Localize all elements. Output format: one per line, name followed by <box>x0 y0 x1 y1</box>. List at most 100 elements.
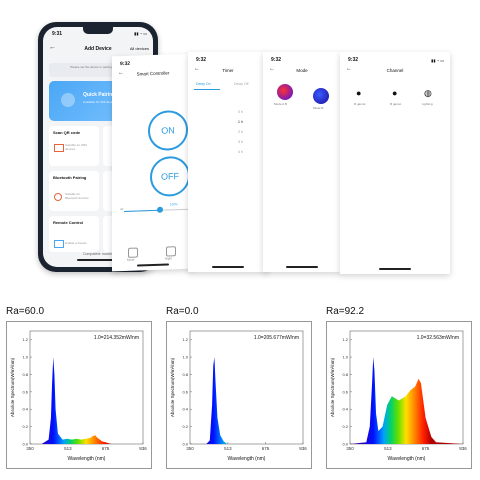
y-tick-label: 0.6 <box>342 389 348 394</box>
mode-screen: 9:32 ← Mode Mode A B Mode B <box>263 52 341 272</box>
night-icon[interactable] <box>166 246 176 257</box>
remote-control-title: Remote Control <box>53 220 83 225</box>
tab-underline <box>194 89 220 90</box>
screen-title: Timer <box>222 68 234 73</box>
brightness-slider-knob[interactable] <box>157 206 164 213</box>
phone-notch <box>83 27 113 34</box>
ra-label-3: Ra=92.2 <box>326 306 365 317</box>
mode-b-swatch[interactable] <box>313 88 329 104</box>
home-indicator <box>77 259 119 261</box>
chart-title: 1.0=205.677mW/nm <box>254 335 299 341</box>
status-time: 9:32 <box>348 57 359 63</box>
off-button[interactable]: OFF <box>150 155 190 198</box>
y-tick-label: 0.0 <box>342 442 348 447</box>
pairing-icon <box>61 93 75 107</box>
r-gamut-bulb-icon[interactable]: ● <box>356 88 362 98</box>
spectrum-chart-3: 0.0 0.2 0.4 0.6 0.8 1.0 1.2 350 513 675 836 1.0=32.… <box>326 321 472 469</box>
spectrum-svg-2: 0.0 0.2 0.4 0.6 0.8 1.0 1.2 350 513 675 836 1.0=205… <box>170 330 307 462</box>
y-tick-label: 1.2 <box>182 337 188 342</box>
bluetooth-card[interactable]: Bluetooth Pairing Suitable for Bluetooth… <box>49 171 99 211</box>
bluetooth-desc: Suitable for Bluetooth devices <box>65 192 89 200</box>
y-axis-label: Absolute Spectrum(W/m²/nm) <box>10 357 15 417</box>
y-tick-label: 0.8 <box>22 372 28 377</box>
y-tick-label: 0.2 <box>342 424 348 429</box>
screen-title: Channel <box>386 68 404 73</box>
y-tick-label: 1.2 <box>342 337 348 342</box>
scan-qr-card[interactable]: Scan QR code Suitable for WiFi devices <box>49 126 99 166</box>
chart-title: 1.0=32.563mW/nm <box>417 335 459 341</box>
back-arrow-icon[interactable]: ← <box>269 66 275 72</box>
back-arrow-icon[interactable]: ← <box>194 66 200 72</box>
smart-controller-screen: 9:32 ← Smart Controller ON OFF − 100% Mo… <box>112 53 194 272</box>
x-tick-label: 350 <box>186 446 194 451</box>
brightness-value: 100% <box>170 202 178 207</box>
r-gamut-label: R gamut <box>354 102 366 106</box>
y-tick-label: 1.0 <box>22 355 28 360</box>
x-tick-label: 513 <box>384 446 392 451</box>
mode-label: Mode <box>127 257 135 262</box>
on-button[interactable]: ON <box>148 109 188 152</box>
remote-icon <box>54 240 64 248</box>
picker-option-selected[interactable]: 1 h <box>238 120 243 124</box>
ra-label-1: Ra=60.0 <box>6 306 45 317</box>
status-time: 9:32 <box>271 57 282 63</box>
bluetooth-title: Bluetooth Pairing <box>53 175 87 180</box>
home-indicator <box>212 266 244 268</box>
remote-control-card[interactable]: Remote Control Enable a Device <box>49 216 99 252</box>
y-tick-label: 0.0 <box>22 442 28 447</box>
lighting-bulb-icon[interactable]: ◍ <box>424 88 432 98</box>
plot-frame <box>189 330 304 445</box>
scan-qr-title: Scan QR code <box>53 130 81 135</box>
scan-qr-desc: Suitable for WiFi devices <box>65 143 88 151</box>
picker-option[interactable]: 2 h <box>238 130 243 134</box>
minus-icon[interactable]: − <box>120 207 124 214</box>
chart-title: 1.0=214.352mW/nm <box>94 335 139 341</box>
x-tick-label: 513 <box>224 446 232 451</box>
spectrum-area <box>30 357 143 444</box>
x-axis-label: Wavelength (nm) <box>228 456 266 462</box>
time-picker[interactable]: 0 h 1 h 2 h 3 h 4 h <box>194 102 262 202</box>
tab-delay-off[interactable]: Delay Off <box>234 82 249 86</box>
tab-delay-on[interactable]: Delay On <box>196 82 211 86</box>
x-tick-label: 836 <box>299 446 307 451</box>
b-gamut-label: B gamut <box>390 102 402 106</box>
status-time: 9:32 <box>120 60 131 68</box>
mode-a-b-swatch[interactable] <box>277 84 293 100</box>
picker-option[interactable]: 3 h <box>238 140 243 144</box>
spectrum-chart-2: 0.0 0.2 0.4 0.6 0.8 1.0 1.2 350 513 675 836 1.0=205… <box>166 321 312 469</box>
y-tick-label: 0.4 <box>342 407 348 412</box>
y-tick-label: 0.2 <box>182 424 188 429</box>
mode-b-label: Mode B <box>313 106 324 110</box>
x-tick-label: 836 <box>139 446 147 451</box>
spectrum-svg-3: 0.0 0.2 0.4 0.6 0.8 1.0 1.2 350 513 675 836 1.0=32.… <box>330 330 467 462</box>
app-header: ← Add Device All devices <box>43 44 153 56</box>
all-devices-button[interactable]: All devices <box>129 46 149 51</box>
y-axis-label: Absolute Spectrum(W/m²/nm) <box>170 357 175 417</box>
x-tick-label: 675 <box>262 446 270 451</box>
plot-frame <box>29 330 144 445</box>
back-arrow-icon[interactable]: ← <box>49 44 56 51</box>
night-label: Night <box>165 256 173 261</box>
home-indicator <box>286 266 318 268</box>
x-tick-label: 350 <box>346 446 354 451</box>
spectrum-area <box>350 357 463 444</box>
y-tick-label: 1.0 <box>342 355 348 360</box>
spectrum-svg-1: 0.0 0.2 0.4 0.6 0.8 1.0 1.2 350 513 675 836 1.0=214… <box>10 330 147 462</box>
remote-control-desc: Enable a Device <box>65 241 87 245</box>
x-tick-label: 675 <box>102 446 110 451</box>
b-gamut-bulb-icon[interactable]: ● <box>392 88 398 98</box>
page-title: Add Device <box>84 46 112 52</box>
bluetooth-icon <box>54 193 62 201</box>
mode-icon[interactable] <box>128 247 138 258</box>
spectrum-area <box>190 357 303 444</box>
screen-title: Smart Controller <box>136 70 170 77</box>
y-tick-label: 0.6 <box>22 389 28 394</box>
x-tick-label: 675 <box>422 446 430 451</box>
status-time: 9:32 <box>196 57 207 63</box>
x-tick-label: 836 <box>459 446 467 451</box>
compatible-models-link[interactable]: Compatible models <box>83 252 113 256</box>
spectrum-chart-1: 0.0 0.2 0.4 0.6 0.8 1.0 1.2 350 513 675 836 1.0=214… <box>6 321 152 469</box>
picker-option[interactable]: 0 h <box>238 110 243 114</box>
back-arrow-icon[interactable]: ← <box>346 66 352 72</box>
picker-option[interactable]: 4 h <box>238 150 243 154</box>
